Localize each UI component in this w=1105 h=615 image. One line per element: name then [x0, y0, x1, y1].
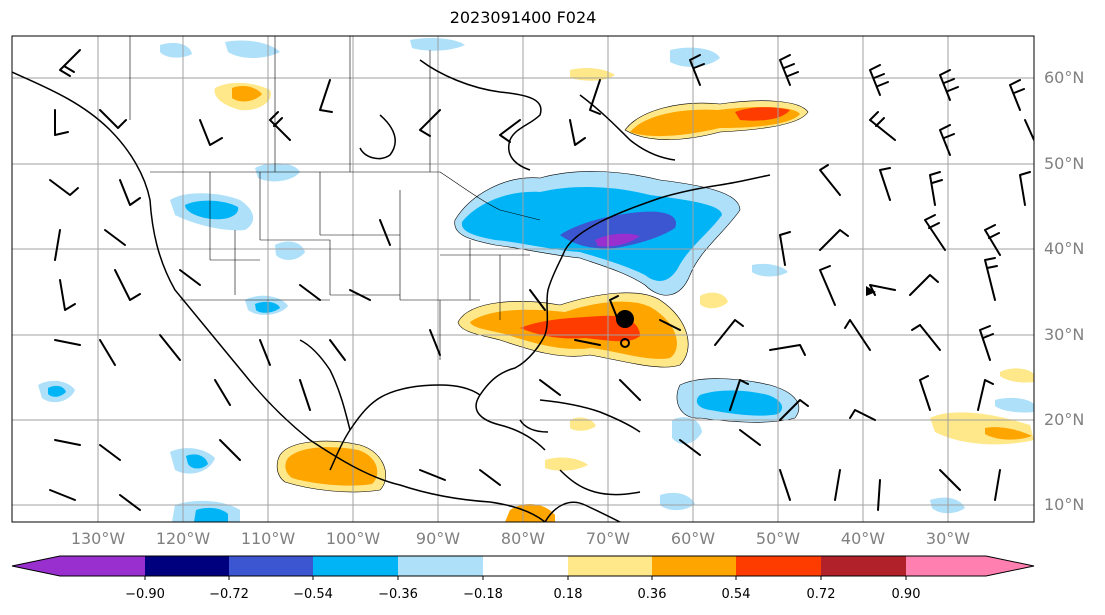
lat-label-40n: 40°N [1044, 239, 1085, 258]
lat-label-50n: 50°N [1044, 154, 1085, 173]
lon-label-70w: 70°W [585, 529, 631, 548]
colorbar-tick-label: 0.18 [553, 587, 583, 602]
lon-label-130w: 130°W [70, 529, 126, 548]
lon-label-60w: 60°W [670, 529, 716, 548]
coastlines [12, 59, 771, 522]
colorbar-extend-high [986, 556, 1034, 576]
lon-label-120w: 120°W [155, 529, 211, 548]
colorbar-tick-label: 0.36 [637, 587, 667, 602]
lon-label-80w: 80°W [500, 529, 546, 548]
colorbar-tick-label: −0.18 [463, 587, 503, 602]
colorbar-extend-low [12, 556, 60, 576]
lon-label-90w: 90°W [415, 529, 461, 548]
lon-label-100w: 100°W [325, 529, 381, 548]
lat-label-30n: 30°N [1044, 325, 1085, 344]
colorbar-tick-label: 0.90 [891, 587, 921, 602]
lon-label-30w: 30°W [925, 529, 971, 548]
colorbar-tick-label: 0.72 [806, 587, 836, 602]
lat-label-20n: 20°N [1044, 410, 1085, 429]
lat-label-60n: 60°N [1044, 68, 1085, 87]
contours [276, 100, 809, 493]
colorbar [11, 555, 1035, 580]
colorbar-tick-label: −0.54 [293, 587, 333, 602]
colorbar-tick-label: 0.54 [721, 587, 751, 602]
wind-barb-pennant [866, 286, 876, 296]
colorbar-tick-label: −0.36 [378, 587, 418, 602]
lon-label-40w: 40°W [840, 529, 886, 548]
secondary-marker [620, 338, 630, 348]
map-title: 2023091400 F024 [449, 8, 597, 27]
lon-label-110w: 110°W [240, 529, 296, 548]
lon-label-50w: 50°W [755, 529, 801, 548]
wind-barbs [49, 49, 1034, 511]
political-borders [129, 36, 541, 360]
map-border [11, 35, 1035, 523]
colorbar-tick-label: −0.90 [125, 587, 165, 602]
storm-center-marker [616, 310, 634, 328]
lat-label-10n: 10°N [1044, 495, 1085, 514]
gridlines [12, 36, 1034, 522]
colorbar-tick-label: −0.72 [209, 587, 249, 602]
